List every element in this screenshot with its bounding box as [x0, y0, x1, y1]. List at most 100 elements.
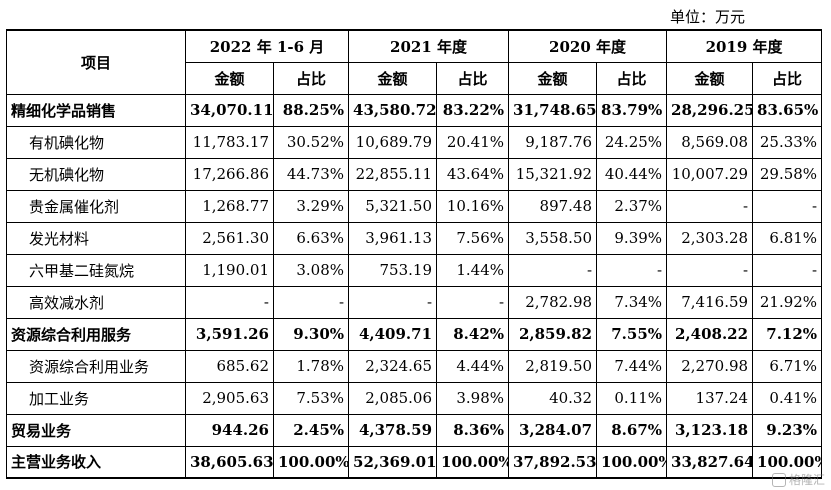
ratio-cell: 0.41% — [752, 381, 823, 415]
amount-cell: 15,321.92 — [508, 157, 598, 191]
ratio-cell: 20.41% — [436, 125, 510, 159]
header-amount: 金额 — [185, 61, 274, 95]
ratio-cell: 6.63% — [272, 221, 350, 255]
amount-cell: - — [508, 253, 598, 287]
ratio-cell: 3.98% — [436, 381, 510, 415]
ratio-cell: 2.37% — [596, 189, 668, 223]
amount-cell: 28,296.25 — [666, 93, 754, 127]
amount-cell: 1,190.01 — [185, 253, 274, 287]
amount-cell: 9,187.76 — [508, 125, 598, 159]
revenue-table: 项目 2022 年 1-6 月 2021 年度 2020 年度 2019 年度 … — [6, 29, 823, 479]
header-ratio: 占比 — [272, 61, 350, 95]
amount-cell: 2,905.63 — [185, 381, 274, 415]
header-amount: 金额 — [348, 61, 438, 95]
amount-cell: 897.48 — [508, 189, 598, 223]
ratio-cell: 8.67% — [596, 413, 668, 447]
amount-cell: 2,324.65 — [348, 349, 438, 383]
table-row: 主营业务收入 38,605.63 100.00% 52,369.01 100.00% 37… — [6, 445, 823, 479]
ratio-cell: 8.42% — [436, 317, 510, 351]
amount-cell: - — [185, 285, 274, 319]
row-label: 六甲基二硅氮烷 — [6, 253, 186, 287]
ratio-cell: 83.65% — [752, 93, 823, 127]
ratio-cell: 10.16% — [436, 189, 510, 223]
ratio-cell: 0.11% — [596, 381, 668, 415]
row-label: 资源综合利用业务 — [6, 349, 186, 383]
header-period-2020: 2020 年度 — [508, 29, 668, 63]
amount-cell: 2,782.98 — [508, 285, 598, 319]
ratio-cell: - — [752, 253, 823, 287]
ratio-cell: 2.45% — [272, 413, 350, 447]
ratio-cell: 8.36% — [436, 413, 510, 447]
ratio-cell: 7.56% — [436, 221, 510, 255]
amount-cell: 753.19 — [348, 253, 438, 287]
ratio-cell: 3.08% — [272, 253, 350, 287]
ratio-cell: 4.44% — [436, 349, 510, 383]
table-row: 加工业务 2,905.63 7.53% 2,085.06 3.98% 40.32 0.11%… — [6, 381, 823, 415]
ratio-cell: 3.29% — [272, 189, 350, 223]
table-row: 高效减水剂 - - - -2,782.98 7.34% 7,416.59 21.92% — [6, 285, 823, 319]
ratio-cell: 83.79% — [596, 93, 668, 127]
ratio-cell: 100.00% — [596, 445, 668, 479]
header-period-2019: 2019 年度 — [666, 29, 823, 63]
amount-cell: - — [666, 253, 754, 287]
ratio-cell: 29.58% — [752, 157, 823, 191]
amount-cell: 3,123.18 — [666, 413, 754, 447]
amount-cell: 2,819.50 — [508, 349, 598, 383]
ratio-cell: 100.00% — [272, 445, 350, 479]
ratio-cell: 43.64% — [436, 157, 510, 191]
row-label: 主营业务收入 — [6, 445, 186, 479]
row-label: 无机碘化物 — [6, 157, 186, 191]
amount-cell: 3,591.26 — [185, 317, 274, 351]
table-row: 贵金属催化剂 1,268.77 3.29% 5,321.50 10.16% 897.48 2… — [6, 189, 823, 223]
header-ratio: 占比 — [596, 61, 668, 95]
amount-cell: 944.26 — [185, 413, 274, 447]
amount-cell: 2,561.30 — [185, 221, 274, 255]
ratio-cell: 21.92% — [752, 285, 823, 319]
ratio-cell: 1.44% — [436, 253, 510, 287]
amount-cell: 38,605.63 — [185, 445, 274, 479]
ratio-cell: 7.53% — [272, 381, 350, 415]
ratio-cell: 9.30% — [272, 317, 350, 351]
amount-cell: 40.32 — [508, 381, 598, 415]
table-row: 无机碘化物 17,266.86 44.73% 22,855.11 43.64% 15,32… — [6, 157, 823, 191]
amount-cell: 33,827.64 — [666, 445, 754, 479]
table-row: 有机碘化物 11,783.17 30.52% 10,689.79 20.41% 9,187… — [6, 125, 823, 159]
amount-cell: 52,369.01 — [348, 445, 438, 479]
amount-cell: 10,689.79 — [348, 125, 438, 159]
amount-cell: 34,070.11 — [185, 93, 274, 127]
amount-cell: 4,409.71 — [348, 317, 438, 351]
ratio-cell: 7.34% — [596, 285, 668, 319]
row-label: 精细化学品销售 — [6, 93, 186, 127]
amount-cell: 2,859.82 — [508, 317, 598, 351]
amount-cell: 2,303.28 — [666, 221, 754, 255]
amount-cell: 31,748.65 — [508, 93, 598, 127]
table-row: 六甲基二硅氮烷 1,190.01 3.08% 753.19 1.44% - - - - — [6, 253, 823, 287]
amount-cell: 2,085.06 — [348, 381, 438, 415]
amount-cell: 5,321.50 — [348, 189, 438, 223]
row-label: 贸易业务 — [6, 413, 186, 447]
header-period-2021: 2021 年度 — [348, 29, 510, 63]
amount-cell: 7,416.59 — [666, 285, 754, 319]
ratio-cell: 7.55% — [596, 317, 668, 351]
amount-cell: 3,558.50 — [508, 221, 598, 255]
ratio-cell: 44.73% — [272, 157, 350, 191]
amount-cell: 10,007.29 — [666, 157, 754, 191]
amount-cell: 22,855.11 — [348, 157, 438, 191]
watermark-text: 格隆汇 — [788, 473, 825, 487]
ratio-cell: 88.25% — [272, 93, 350, 127]
row-label: 贵金属催化剂 — [6, 189, 186, 223]
brand-logo-icon — [771, 472, 786, 487]
amount-cell: 37,892.53 — [508, 445, 598, 479]
amount-cell: 137.24 — [666, 381, 754, 415]
amount-cell: 17,266.86 — [185, 157, 274, 191]
ratio-cell: 1.78% — [272, 349, 350, 383]
header-period-2022h1: 2022 年 1-6 月 — [184, 29, 350, 63]
ratio-cell: 30.52% — [272, 125, 350, 159]
unit-label: 单位：万元 — [669, 8, 745, 26]
header-ratio: 占比 — [436, 61, 510, 95]
amount-cell: 3,284.07 — [508, 413, 598, 447]
ratio-cell: 83.22% — [436, 93, 510, 127]
ratio-cell: 24.25% — [596, 125, 668, 159]
amount-cell: 11,783.17 — [185, 125, 274, 159]
header-amount: 金额 — [666, 61, 754, 95]
